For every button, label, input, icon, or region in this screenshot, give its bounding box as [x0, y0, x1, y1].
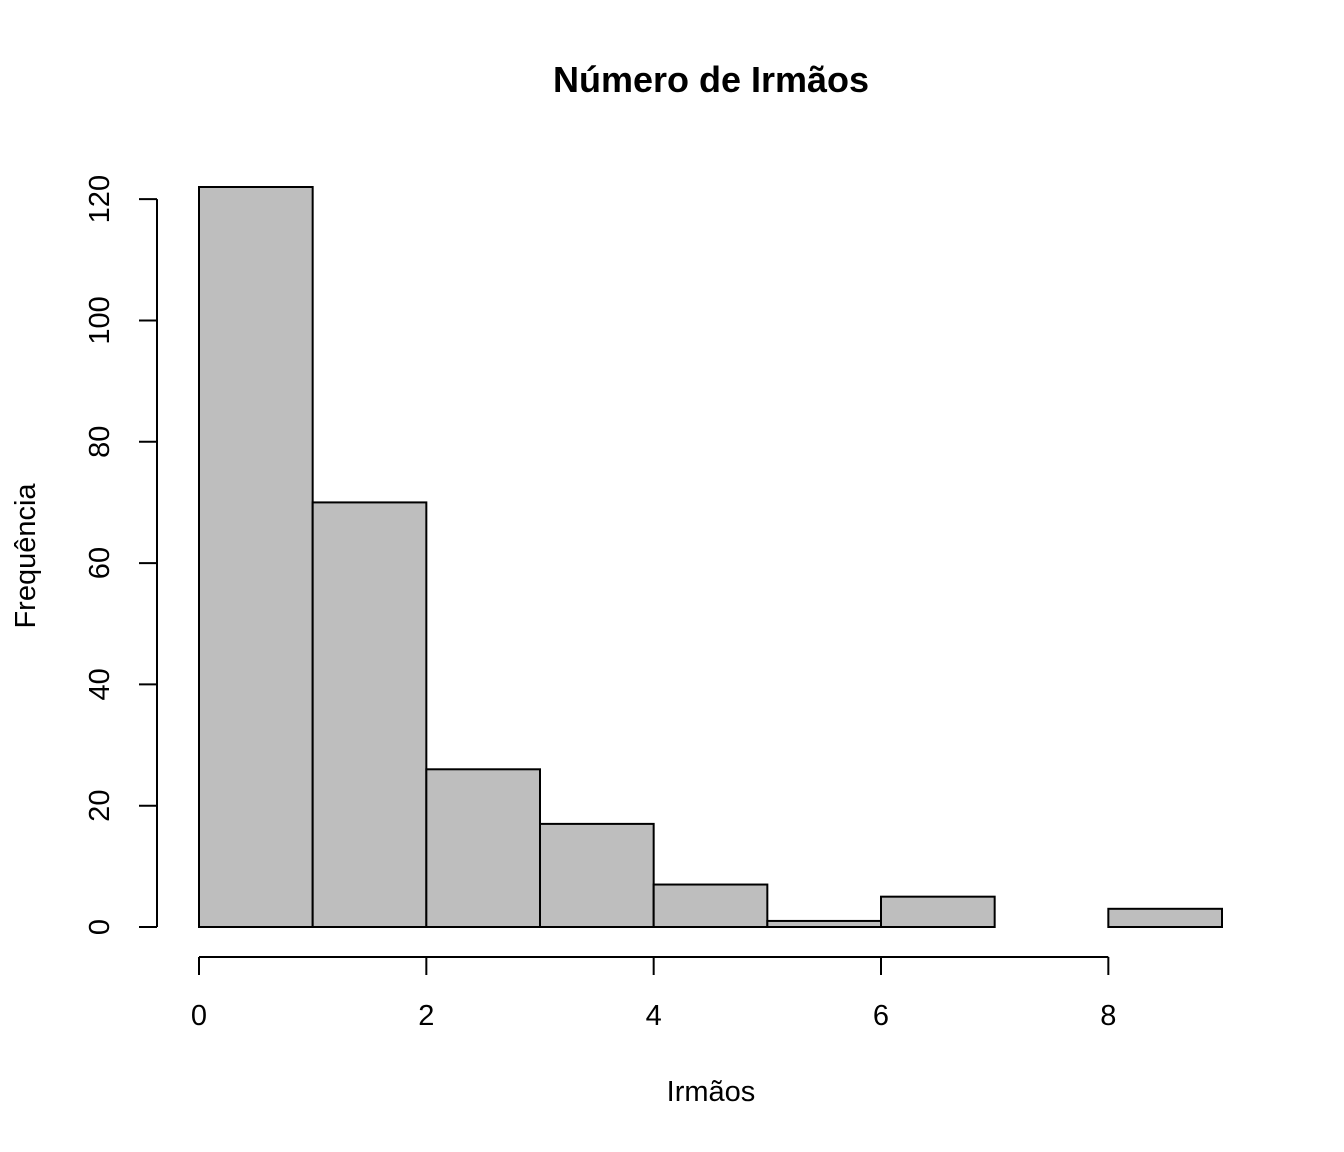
x-tick-label: 4: [646, 1000, 662, 1032]
x-tick-label: 2: [418, 1000, 434, 1032]
x-tick-label: 0: [191, 1000, 207, 1032]
histogram-bar: [766, 919, 882, 929]
histogram-bar: [1107, 907, 1224, 929]
y-tick-label: 20: [84, 790, 116, 822]
histogram-bar: [539, 822, 655, 929]
y-tick-label: 120: [84, 175, 116, 223]
x-axis: 0 2 4 6 8: [191, 956, 1116, 1032]
y-tick-label: 60: [84, 547, 116, 579]
histogram-bar: [880, 895, 996, 928]
x-tick-label: 8: [1100, 1000, 1116, 1032]
y-axis: 0 20 40 60 80 100 120: [84, 175, 158, 935]
x-axis-label: Irmãos: [667, 1076, 756, 1108]
chart-title: Número de Irmãos: [553, 59, 869, 100]
y-tick-label: 40: [84, 668, 116, 700]
histogram-bar: [425, 768, 542, 929]
histogram-bar: [652, 883, 769, 928]
y-axis-label: Frequência: [10, 483, 42, 629]
y-tick-label: 80: [84, 426, 116, 458]
x-tick-label: 6: [873, 1000, 889, 1032]
y-tick-label: 100: [84, 296, 116, 344]
histogram-bar: [311, 501, 428, 928]
y-tick-label: 0: [84, 919, 116, 935]
histogram-bar: [198, 186, 314, 928]
bars-group: [198, 186, 1224, 929]
